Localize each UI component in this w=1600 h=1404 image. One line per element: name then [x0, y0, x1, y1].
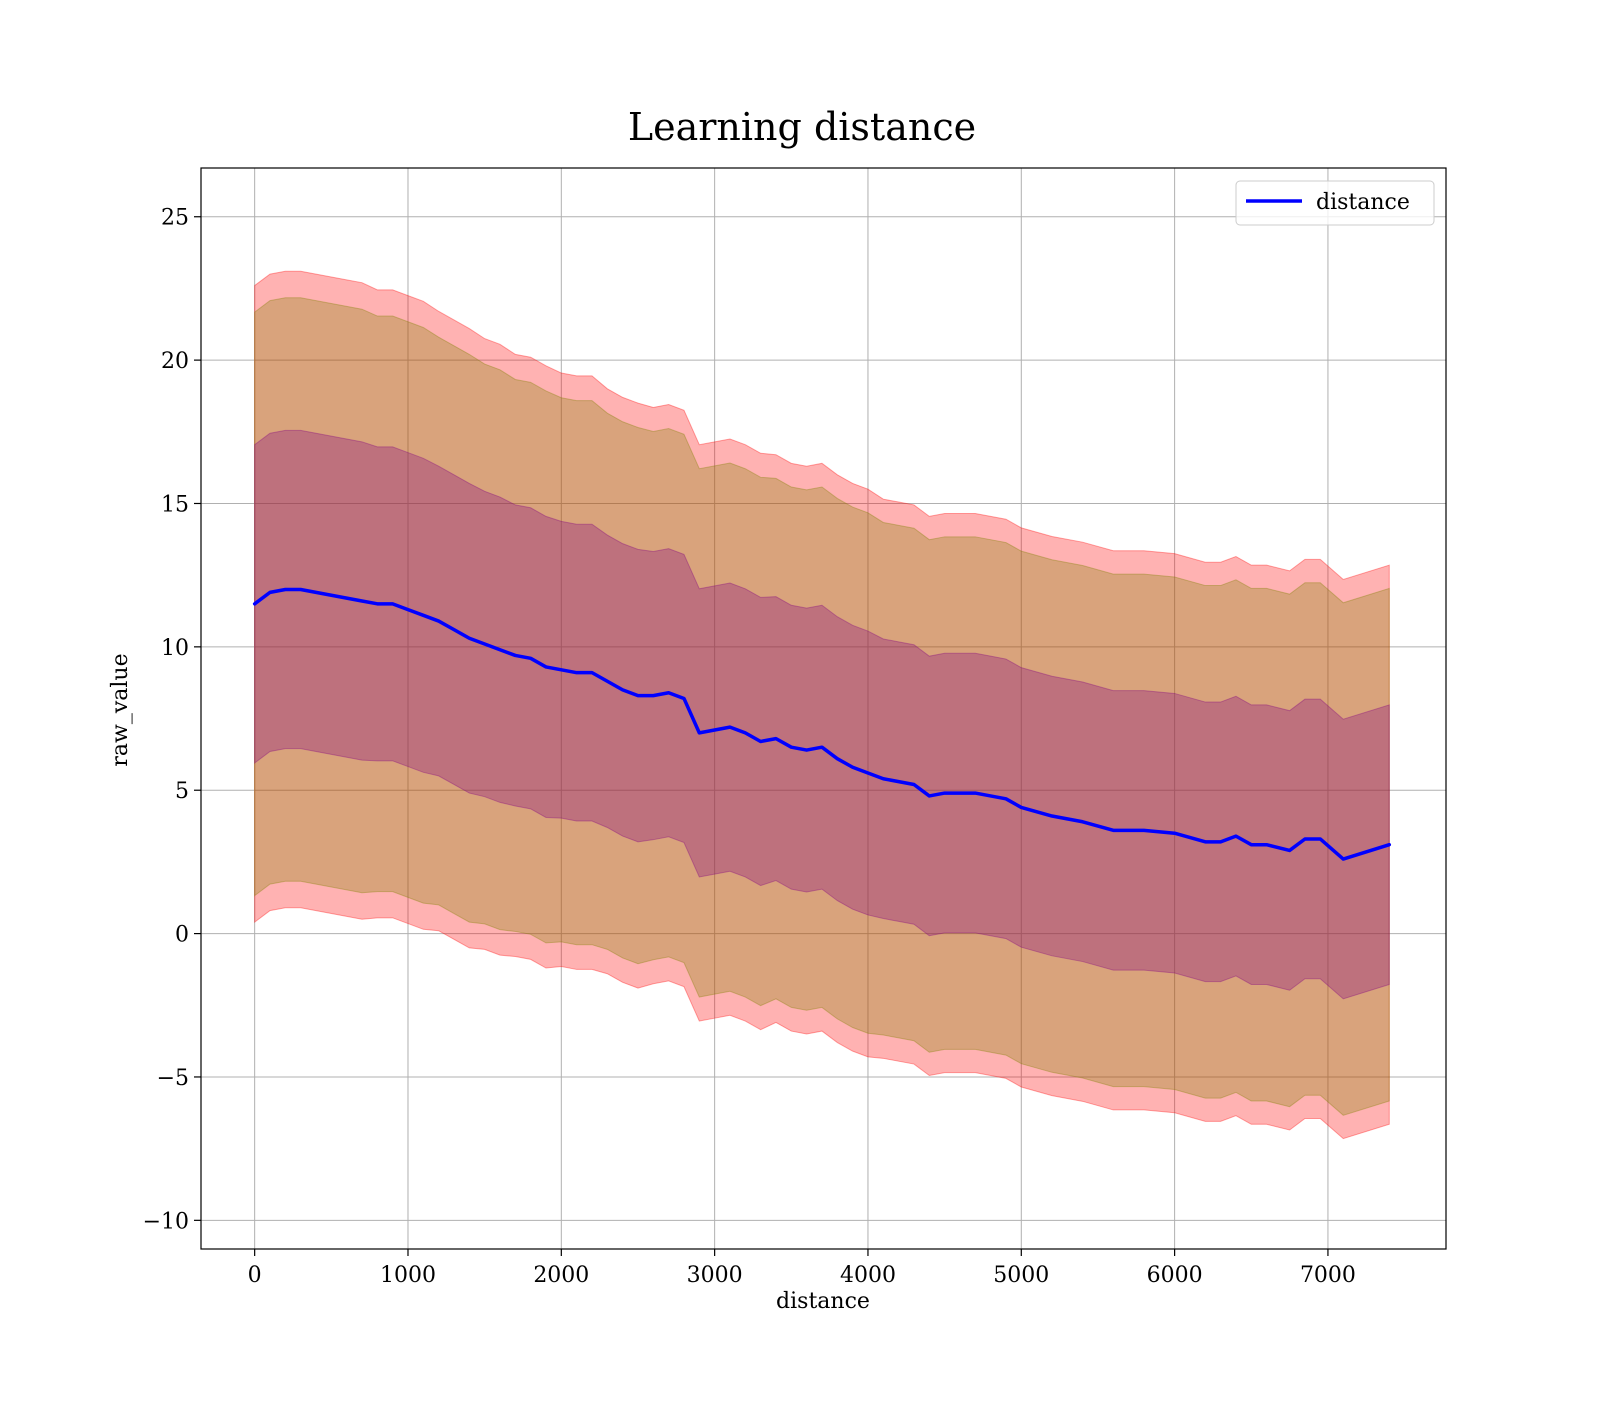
x-tick-label: 5000 — [993, 1263, 1049, 1288]
legend-box — [1235, 180, 1435, 226]
series-line-distance — [252, 587, 1392, 861]
band-layer — [254, 270, 1390, 1140]
line-layer — [252, 587, 1392, 861]
y-tick-label: −10 — [143, 1209, 189, 1234]
y-tick-label: 20 — [161, 349, 189, 374]
y-tick-label: 0 — [175, 923, 189, 948]
y-tick-label: −5 — [157, 1066, 189, 1091]
y-tick-label: 25 — [161, 206, 189, 231]
plot-frame — [200, 167, 1447, 1250]
y-axis-label: raw_value — [108, 653, 133, 766]
chart-title: Learning distance — [628, 105, 976, 149]
x-axis-label: distance — [776, 1289, 870, 1314]
legend: distance — [1235, 180, 1435, 226]
y-tick-label: 5 — [175, 779, 189, 804]
x-tick-label: 6000 — [1147, 1263, 1203, 1288]
confidence-band-3 — [254, 429, 1390, 1000]
y-tick-label: 10 — [161, 636, 189, 661]
x-tick-label: 2000 — [533, 1263, 589, 1288]
x-tick-label: 3000 — [687, 1263, 743, 1288]
confidence-band-2 — [254, 297, 1390, 1116]
x-tick-label: 0 — [248, 1263, 262, 1288]
x-tick-label: 1000 — [380, 1263, 436, 1288]
x-axis-ticks: 0 1000 2000 3000 4000 5000 6000 7000 — [248, 1249, 1356, 1288]
legend-label-distance: distance — [1316, 190, 1410, 215]
x-tick-label: 4000 — [840, 1263, 896, 1288]
y-axis-ticks: −10 −5 0 5 10 15 20 25 — [143, 206, 201, 1234]
confidence-band-1 — [254, 270, 1390, 1140]
grid — [201, 168, 1446, 1249]
y-tick-label: 15 — [161, 492, 189, 517]
x-tick-label: 7000 — [1300, 1263, 1356, 1288]
